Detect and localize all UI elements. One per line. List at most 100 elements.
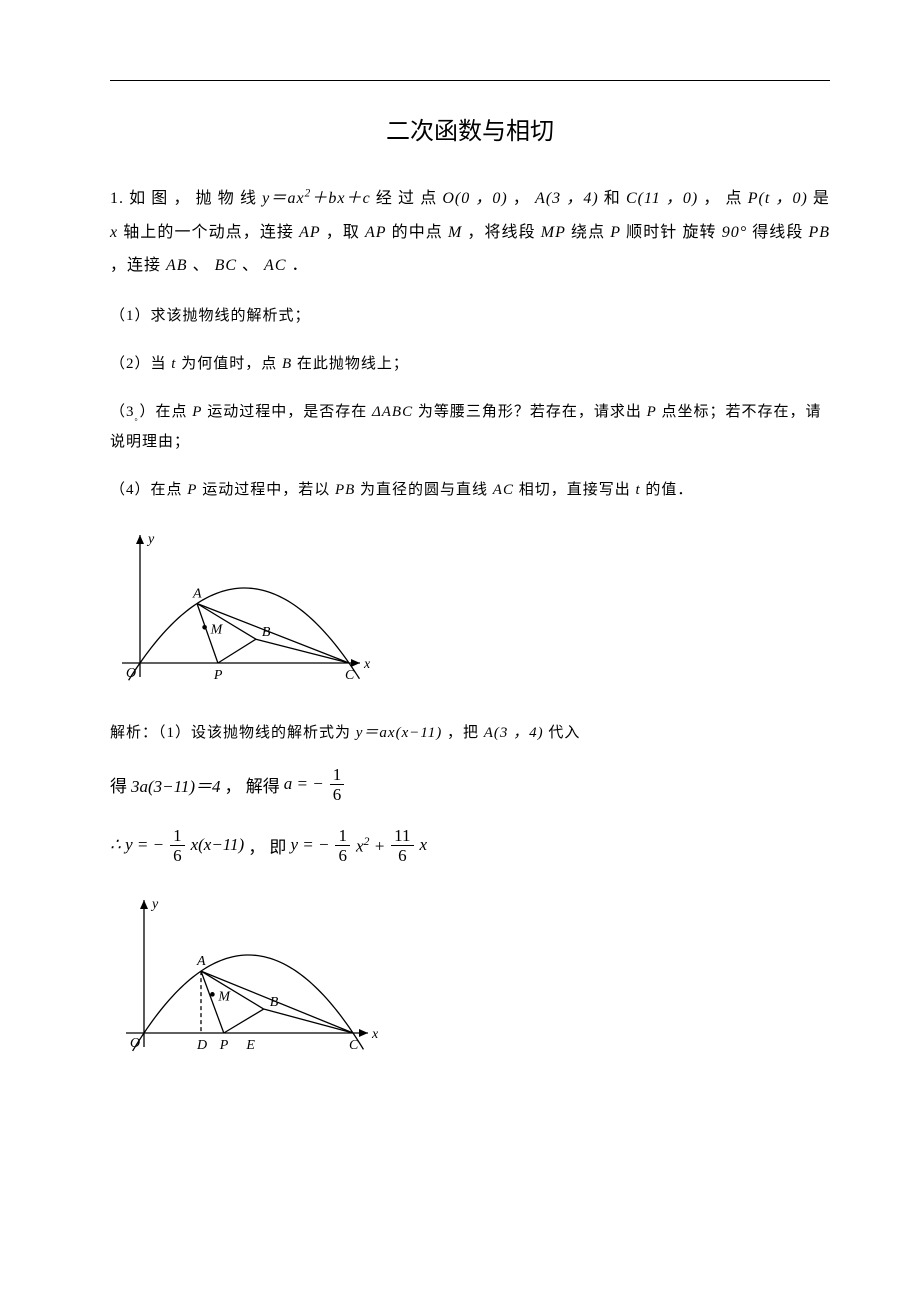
svg-text:C: C [349,1038,359,1053]
var-P: P [187,482,197,498]
denominator: 6 [335,846,350,864]
text: 在此抛物线上； [297,356,409,372]
text: 运动过程中，是否存在 [207,404,372,420]
eq: y = − [290,835,329,855]
text: ， 即 [248,833,286,858]
denominator: 6 [170,846,185,864]
text: （3 [110,404,135,420]
text: 相切，直接写出 [519,482,636,498]
numerator: 1 [170,827,185,846]
eq: 3a(3−11)＝4 [131,772,221,797]
var-t: t [635,482,640,498]
text: 旋转 [682,224,721,241]
text: 是 [813,190,830,207]
svg-text:y: y [146,532,155,547]
point-P: P(t ，0) [748,190,808,207]
question-2: （2）当 t 为何值时，点 B 在此抛物线上； [110,349,830,379]
text: ，将线段 [467,224,540,241]
text: 的值． [645,482,693,498]
svg-text:P: P [213,668,223,683]
text: 1. 如 图 ， 抛 物 线 [110,190,262,207]
top-rule [110,80,830,81]
point-A: A(3 ，4) [484,725,544,741]
numerator: 11 [391,827,413,846]
text: （4）在点 [110,482,187,498]
seg-BC: BC [215,257,237,274]
var-t: t [171,356,176,372]
svg-text:A: A [192,586,202,601]
eq: x2 + [356,834,385,857]
numerator: 1 [330,766,345,785]
text: 、 [242,257,259,274]
equation: y＝ax2＋bx＋c [262,190,371,207]
svg-text:E: E [245,1038,255,1053]
diagram-2-svg: ODPECAMBxy [110,888,390,1063]
text: 解析：（1）设该抛物线的解析式为 [110,725,356,741]
svg-text:B: B [262,625,271,640]
text: 为等腰三角形？若存在，请求出 [418,404,647,420]
fraction-11-6: 11 6 [391,827,413,864]
text: ， 点 [703,190,742,207]
text: ，连接 [110,257,166,274]
fraction-1-6: 1 6 [330,766,345,803]
point-A: A(3 ，4) [535,190,599,207]
diagram-2: ODPECAMBxy [110,888,830,1068]
seg-AC: AC [264,257,286,274]
page: 二次函数与相切 1. 如 图 ， 抛 物 线 y＝ax2＋bx＋c 经 过 点 … [0,0,920,1302]
text: （2）当 [110,356,171,372]
svg-text:O: O [126,666,136,681]
var-P2: P [647,404,657,420]
seg-PB: PB [335,482,355,498]
text: 的中点 [392,224,448,241]
svg-text:O: O [130,1036,140,1051]
text: ， 解得 [225,772,280,797]
svg-text:M: M [217,989,231,1004]
svg-text:M: M [210,622,224,637]
text: 和 [604,190,626,207]
question-4: （4）在点 P 运动过程中，若以 PB 为直径的圆与直线 AC 相切，直接写出 … [110,475,830,505]
text: 轴上的一个动点，连接 [123,224,299,241]
diagram-1-svg: OPCAMBxy [110,523,380,693]
var-P: P [610,224,621,241]
solution-line-2: 得 3a(3−11)＝4 ， 解得 a = − 1 6 [110,766,830,803]
solution-line-3: ∴ y = − 1 6 x(x−11) ， 即 y = − 1 6 x2 + 1… [110,827,830,864]
svg-text:A: A [196,954,206,969]
question-1: （1）求该抛物线的解析式； [110,301,830,331]
text: 为直径的圆与直线 [360,482,493,498]
eq-a: a = − [284,774,324,794]
text: ， [513,190,535,207]
point-C: C(11 ，0) [626,190,698,207]
svg-text:D: D [196,1038,207,1053]
text: 得 [110,772,127,797]
seg-MP: MP [541,224,566,241]
text: 、 [193,257,210,274]
text: ，把 [447,725,484,741]
point-M: M [448,224,462,241]
fraction-1-6: 1 6 [335,827,350,864]
var-x: x [110,224,118,241]
var-B: B [282,356,292,372]
eq: x(x−11) [191,835,245,855]
fraction-1-6: 1 6 [170,827,185,864]
doc-title: 二次函数与相切 [110,111,830,146]
svg-text:x: x [363,657,371,672]
seg-AC: AC [493,482,514,498]
numerator: 1 [335,827,350,846]
denominator: 6 [330,785,345,803]
eq: y＝ax(x−11) [356,725,442,741]
therefore: ∴ y = − [110,835,164,855]
svg-text:y: y [150,897,159,912]
svg-text:x: x [371,1027,379,1042]
text: 顺时针 [626,224,677,241]
text: 为何值时，点 [181,356,282,372]
text: ． [292,257,309,274]
svg-text:B: B [270,995,279,1010]
text: 运动过程中，若以 [202,482,335,498]
text: 代入 [548,725,580,741]
seg-AP2: AP [365,224,387,241]
var-P: P [192,404,202,420]
seg-AB: AB [166,257,188,274]
problem-stem: 1. 如 图 ， 抛 物 线 y＝ax2＋bx＋c 经 过 点 O(0 ，0) … [110,182,830,283]
diagram-1: OPCAMBxy [110,523,830,698]
eq: x [420,835,428,855]
